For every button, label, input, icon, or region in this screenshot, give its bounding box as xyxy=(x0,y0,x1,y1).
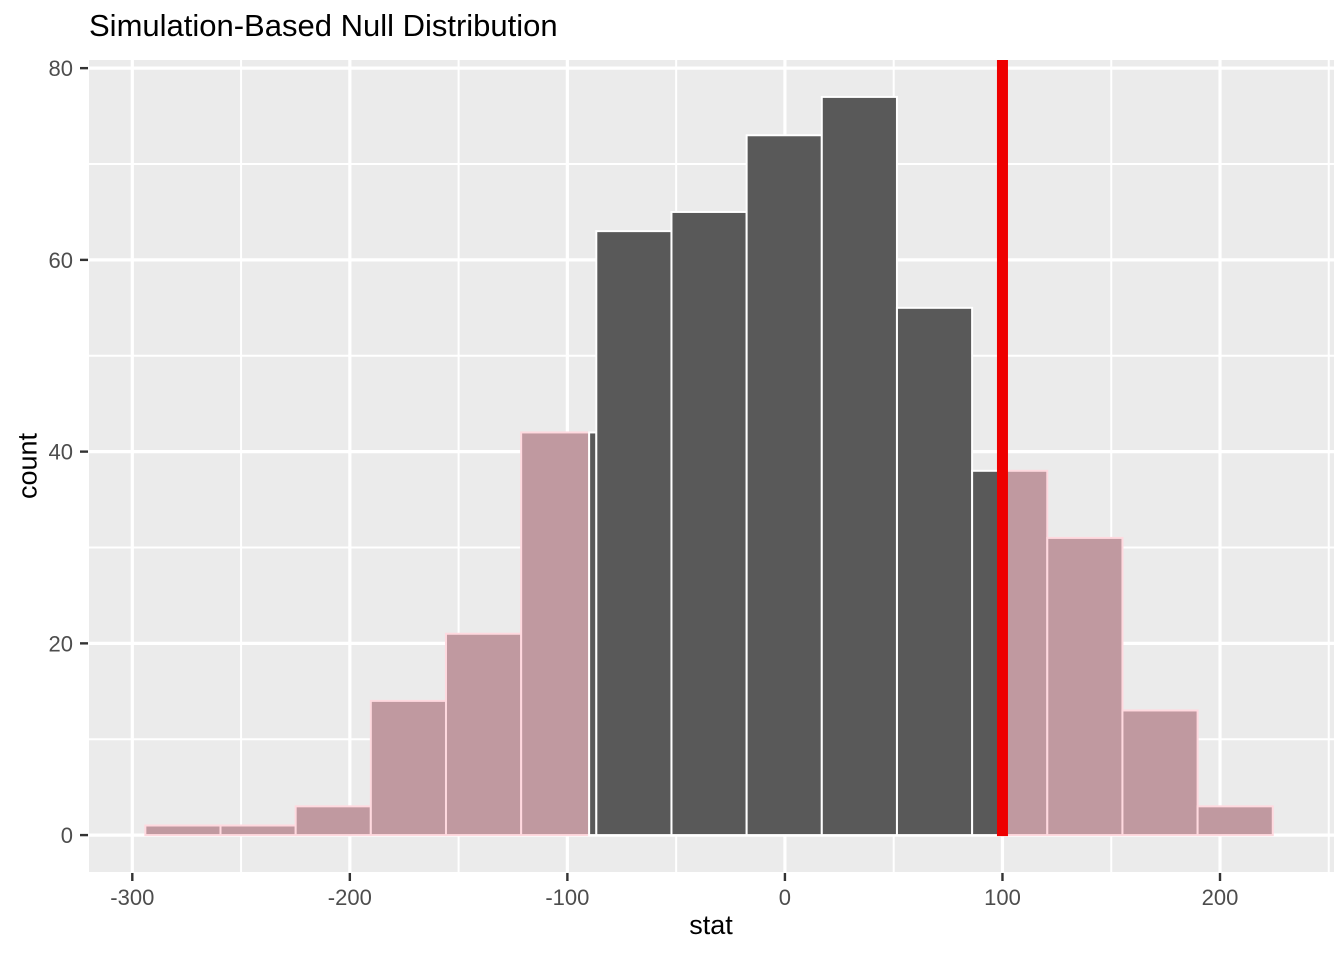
shaded-histogram-bar xyxy=(1046,536,1124,837)
shaded-histogram-bar xyxy=(144,824,222,837)
histogram-bar xyxy=(670,210,748,837)
y-tick-label: 0 xyxy=(61,823,73,848)
shaded-histogram-bar xyxy=(294,805,372,837)
x-tick-label: 100 xyxy=(984,885,1021,910)
shaded-histogram-bar xyxy=(1196,805,1274,837)
histogram-bar xyxy=(745,134,823,837)
histogram-bars xyxy=(144,95,1274,837)
histogram-bar xyxy=(588,431,598,837)
x-tick-label: -200 xyxy=(328,885,372,910)
chart-title: Simulation-Based Null Distribution xyxy=(89,8,558,43)
observed-stat-line xyxy=(996,60,1008,837)
x-tick-label: 200 xyxy=(1202,885,1239,910)
x-axis-title: stat xyxy=(689,910,733,940)
shaded-histogram-bar xyxy=(444,632,523,837)
shaded-histogram-bar xyxy=(520,431,591,837)
y-tick-label: 40 xyxy=(49,440,73,465)
y-tick-labels: 0 20 40 60 80 xyxy=(49,56,73,848)
shaded-histogram-bar xyxy=(1121,709,1199,837)
histogram-bar xyxy=(895,306,974,837)
y-tick-label: 20 xyxy=(49,631,73,656)
histogram-bar xyxy=(595,230,673,837)
axis-tick-marks xyxy=(80,66,1222,881)
shaded-histogram-bar xyxy=(1001,469,1049,837)
y-tick-label: 60 xyxy=(49,248,73,273)
x-tick-label: -100 xyxy=(545,885,589,910)
histogram-bar xyxy=(820,95,898,837)
x-tick-label: 0 xyxy=(779,885,791,910)
x-tick-labels: -300 -200 -100 0 100 200 xyxy=(110,885,1238,910)
shaded-histogram-bar xyxy=(369,699,447,837)
y-tick-label: 80 xyxy=(49,56,73,81)
x-tick-label: -300 xyxy=(110,885,154,910)
shaded-histogram-bar xyxy=(219,824,297,837)
